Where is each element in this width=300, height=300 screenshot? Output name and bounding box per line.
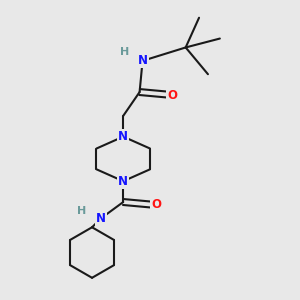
Text: N: N bbox=[138, 54, 148, 67]
Text: N: N bbox=[118, 130, 128, 143]
Text: N: N bbox=[96, 212, 106, 225]
Text: O: O bbox=[151, 199, 161, 212]
Text: N: N bbox=[118, 175, 128, 188]
Text: H: H bbox=[120, 47, 129, 57]
Text: O: O bbox=[167, 88, 177, 101]
Text: H: H bbox=[77, 206, 86, 216]
